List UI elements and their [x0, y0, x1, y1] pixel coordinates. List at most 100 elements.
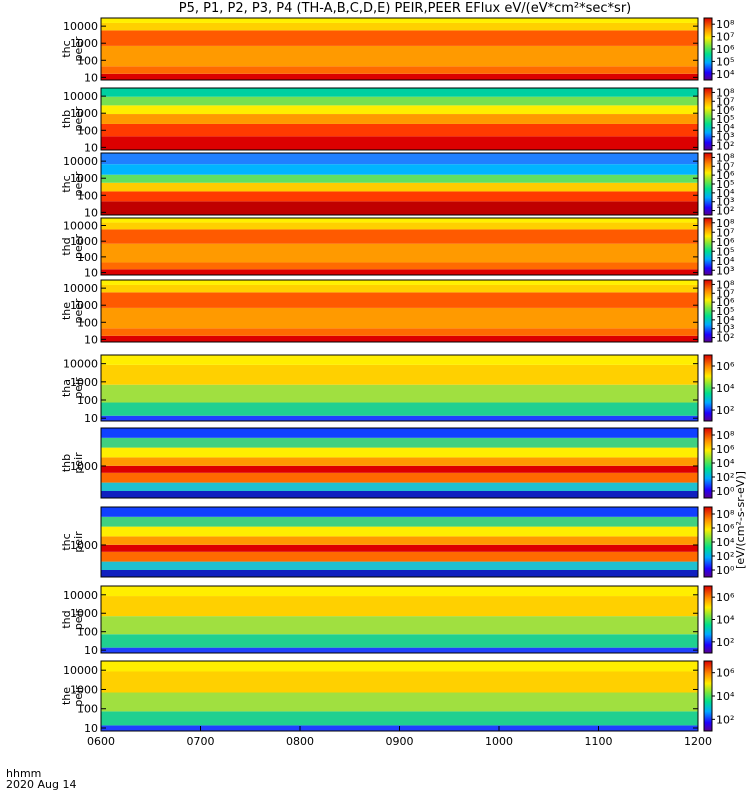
heatmap-band — [101, 447, 698, 458]
colorbar-tick-label: 10⁶ — [716, 591, 735, 604]
heatmap-band — [101, 18, 698, 23]
product-label: peir — [72, 608, 85, 630]
probe-label: thd — [60, 610, 73, 628]
colorbar — [703, 217, 713, 276]
heatmap-band — [101, 482, 698, 491]
heatmap-band — [101, 647, 698, 653]
product-label: peir — [72, 685, 85, 707]
product-label: peer — [72, 106, 85, 132]
heatmap-band — [101, 218, 698, 223]
heatmap-band — [101, 229, 698, 244]
y-tick-label: 1000 — [70, 235, 98, 248]
y-tick-label: 10000 — [63, 20, 98, 33]
y-tick-label: 10 — [84, 333, 98, 346]
x-tick-label: 0900 — [386, 735, 414, 748]
colorbar-tick-label: 10⁸ — [716, 278, 735, 291]
y-tick-label: 100 — [77, 124, 98, 137]
y-tick-label: 10 — [84, 267, 98, 280]
colorbar-tick-label: 10⁸ — [716, 217, 735, 230]
heatmap-band — [101, 292, 698, 308]
heatmap-band — [101, 437, 698, 448]
x-tick-label: 1200 — [684, 735, 712, 748]
heatmap-band — [101, 262, 698, 270]
colorbar-tick-label: 10⁶ — [716, 522, 735, 535]
y-tick-label: 1000 — [70, 683, 98, 696]
y-tick-label: 1000 — [70, 376, 98, 389]
x-tick-label: 1100 — [585, 735, 613, 748]
heatmap-band — [101, 191, 698, 202]
heatmap-band — [101, 465, 698, 473]
heatmap-band — [101, 616, 698, 635]
y-tick-label: 1000 — [70, 107, 98, 120]
colorbar — [703, 152, 713, 216]
colorbar-tick-label: 10⁴ — [716, 690, 735, 703]
y-tick-label: 100 — [77, 316, 98, 329]
y-tick-label: 1000 — [70, 172, 98, 185]
colorbar-tick-label: 10⁵ — [716, 178, 734, 191]
panel-frame — [100, 87, 699, 151]
colorbar-tick-label: 10⁴ — [716, 457, 735, 470]
heatmap-band — [101, 66, 698, 74]
colorbar-tick-label: 10⁵ — [716, 245, 734, 258]
product-label: peer — [72, 234, 85, 260]
date-label: 2020 Aug 14 — [6, 778, 77, 791]
y-tick-label: 10 — [84, 141, 98, 154]
colorbar — [703, 279, 713, 343]
heatmap-band — [101, 586, 698, 597]
heatmap-band — [101, 472, 698, 483]
probe-label: the — [60, 302, 73, 320]
colorbar-tick-label: 10³ — [716, 323, 734, 336]
colorbar-tick-label: 10⁰ — [716, 485, 735, 498]
colorbar-tick-label: 10⁰ — [716, 564, 735, 577]
colorbar-tick-label: 10⁶ — [716, 236, 735, 249]
heatmap-band — [101, 174, 698, 183]
x-tick-label: 0700 — [187, 735, 215, 748]
colorbar-tick-label: 10⁴ — [716, 187, 735, 200]
x-tick-label: 0600 — [87, 735, 115, 748]
y-tick-label: 100 — [77, 703, 98, 716]
probe-label: thb — [60, 454, 73, 472]
panel-5: 10 100 1000 10000 the peer 10²10³10⁴10⁵10⁶10⁷1… — [60, 278, 735, 346]
colorbar — [703, 87, 713, 151]
y-tick-label: 100 — [77, 394, 98, 407]
heatmap-band — [101, 570, 698, 577]
y-tick-label: 1000 — [70, 299, 98, 312]
colorbar-tick-label: 10⁸ — [716, 429, 735, 442]
panel-frame — [100, 585, 699, 654]
y-tick-label: 10000 — [63, 219, 98, 232]
y-tick-label: 10000 — [63, 664, 98, 677]
colorbar-tick-label: 10⁸ — [716, 86, 735, 99]
colorbar-tick-label: 10⁶ — [716, 667, 735, 680]
colorbar-tick-label: 10⁶ — [716, 443, 735, 456]
y-tick-label: 1000 — [70, 539, 98, 552]
colorbar-tick-label: 10⁶ — [716, 296, 735, 309]
product-label: peer — [72, 36, 85, 62]
y-tick-label: 10000 — [63, 90, 98, 103]
colorbar-tick-label: 10⁴ — [716, 314, 735, 327]
probe-label: thb — [60, 110, 73, 128]
colorbar-tick-label: 10⁵ — [716, 55, 734, 68]
heatmap-band — [101, 153, 698, 165]
heatmap-band — [101, 491, 698, 498]
heatmap-band — [101, 661, 698, 672]
y-tick-label: 100 — [77, 251, 98, 264]
colorbar-tick-label: 10² — [716, 205, 734, 218]
product-label: peir — [72, 377, 85, 399]
heatmap-band — [101, 335, 698, 342]
heatmap-band — [101, 526, 698, 537]
colorbar-tick-label: 10³ — [716, 264, 734, 277]
probe-label: tha — [60, 379, 73, 397]
heatmap-band — [101, 671, 698, 693]
colorbar-tick-label: 10⁷ — [716, 287, 734, 300]
y-tick-label: 10 — [84, 412, 98, 425]
panel-frame — [100, 427, 699, 499]
x-tick-label: 1000 — [485, 735, 513, 748]
y-tick-label: 1000 — [70, 460, 98, 473]
heatmap-band — [101, 222, 698, 230]
heatmap-band — [101, 136, 698, 150]
colorbar-tick-label: 10² — [716, 332, 734, 345]
heatmap-band — [101, 364, 698, 385]
probe-label: thd — [60, 237, 73, 255]
